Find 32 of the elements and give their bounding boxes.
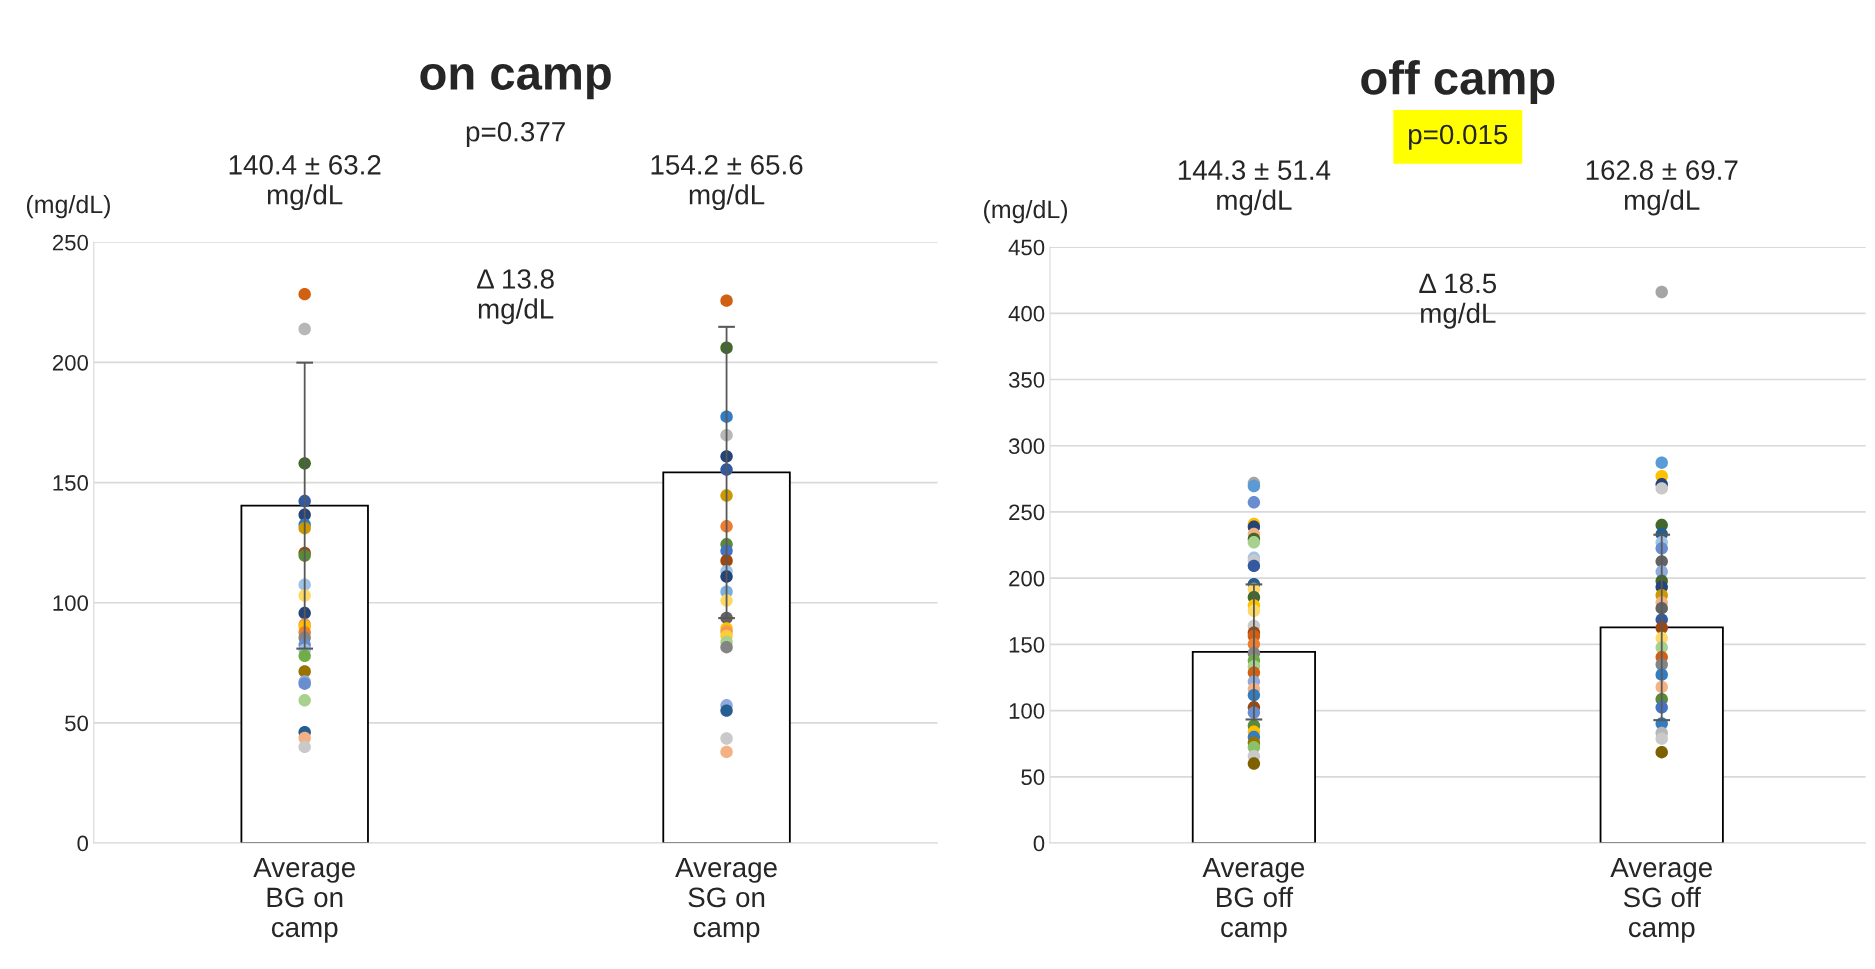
y-tick-label: 50 [65, 715, 89, 732]
text: p=0.015 [1409, 124, 1508, 150]
y-axis-title: (mg/dL) [984, 199, 1068, 224]
x-tick-label: Average SG on camp [675, 857, 777, 943]
y-tick-label: 200 [1009, 570, 1045, 587]
text: p=0.377 [466, 121, 565, 148]
x-tick-label: Average SG off camp [1610, 857, 1712, 943]
annotation: Δ 13.8 mg/dL [477, 269, 554, 325]
y-tick-label: 0 [77, 835, 89, 852]
y-tick-label: 450 [1008, 239, 1045, 256]
text: 140.4 ± 63.2 mg/dL [229, 155, 381, 211]
y-tick-label: 250 [52, 234, 89, 251]
y-tick-label: 0 [1033, 835, 1045, 852]
y-tick-label: 150 [53, 475, 89, 491]
y-tick-label: 50 [1021, 769, 1045, 786]
chart-title: off camp [1361, 60, 1555, 105]
y-tick-label: 150 [1009, 636, 1045, 653]
y-tick-label: 100 [1009, 703, 1045, 719]
y-tick-label: 350 [1008, 372, 1045, 388]
y-tick-label: 300 [1008, 438, 1045, 455]
y-axis-title: (mg/dL) [26, 194, 110, 219]
text: 162.8 ± 69.7 mg/dL [1586, 160, 1738, 216]
y-tick-label: 250 [1009, 504, 1045, 521]
y-tick-label: 200 [52, 354, 89, 371]
annotation: Δ 18.5 mg/dL [1419, 273, 1497, 329]
x-tick-label: Average BG on camp [253, 857, 355, 943]
y-tick-label: 400 [1008, 305, 1045, 322]
x-tick-label: Average BG off camp [1202, 857, 1305, 943]
text: 154.2 ± 65.6 mg/dL [651, 155, 803, 211]
chart-title: on camp [420, 63, 611, 100]
y-tick-label: 100 [53, 595, 89, 611]
text: 144.3 ± 51.4 mg/dL [1178, 160, 1331, 216]
